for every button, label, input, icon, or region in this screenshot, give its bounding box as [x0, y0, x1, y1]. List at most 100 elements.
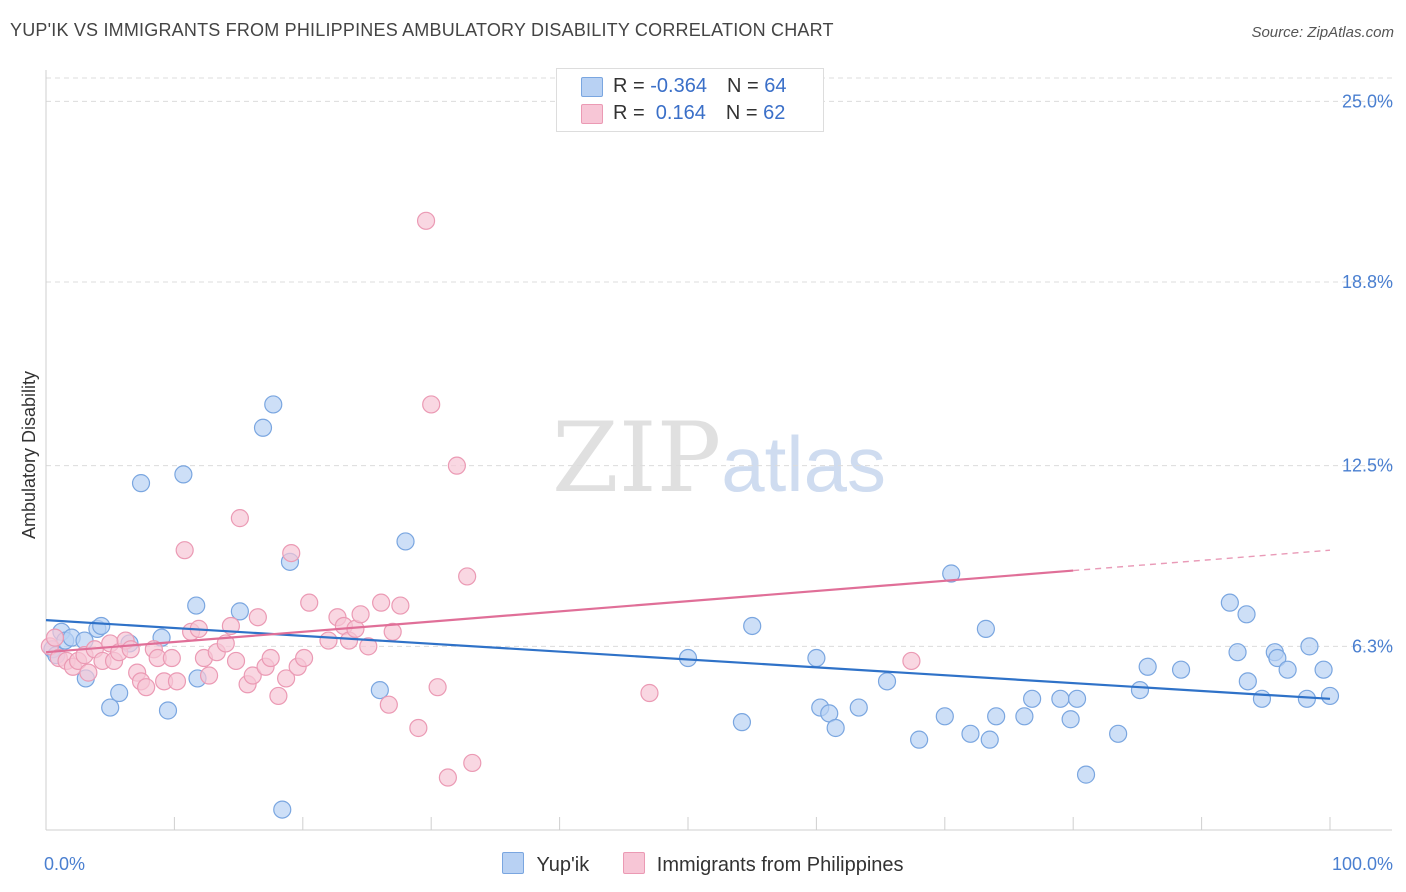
philippines-point: [391, 596, 410, 615]
yupik-point: [826, 718, 845, 738]
y-tick-label: 25.0%: [1342, 91, 1393, 111]
yupik-point: [732, 713, 752, 732]
philippines-point: [79, 663, 98, 682]
yupik-point: [1268, 648, 1287, 668]
legend-row-yupik: R = -0.364 N = 64: [581, 75, 786, 99]
philippines-point: [300, 593, 319, 612]
chart-title: YUP'IK VS IMMIGRANTS FROM PHILIPPINES AM…: [10, 20, 834, 40]
philippines-point: [902, 651, 921, 671]
y-tick-label: 12.5%: [1342, 456, 1393, 476]
philippines-point: [137, 678, 156, 697]
yupik-point: [370, 680, 389, 700]
legend: R = -0.364 N = 64 R = 0.164 N = 62: [556, 68, 824, 132]
yupik-point: [961, 724, 980, 743]
philippines-point: [428, 678, 447, 697]
x-tick-labels: 0.0% 100.0%: [44, 854, 1393, 874]
yupik-point: [1320, 686, 1340, 706]
philippines-point: [409, 718, 428, 738]
yupik-point: [987, 707, 1006, 726]
philippines-point: [199, 666, 219, 685]
philippines-trend-line: [45, 569, 1074, 654]
yupik-point: [1138, 657, 1157, 676]
philippines-point: [372, 593, 391, 612]
philippines-point: [379, 695, 398, 714]
yupik-point: [1076, 765, 1096, 784]
series-legend: Yup'ik Immigrants from Philippines: [0, 852, 1406, 877]
yupik-point: [976, 619, 995, 638]
yupik-point: [1252, 689, 1272, 708]
philippines-point: [458, 567, 477, 586]
legend-row-philippines: R = 0.164 N = 62: [581, 102, 785, 126]
legend-swatch-pink: [581, 103, 603, 124]
yupik-point: [101, 698, 120, 717]
philippines-point: [438, 768, 457, 787]
philippines-point: [248, 608, 267, 627]
yupik-trend-line: [45, 619, 1331, 700]
yupik-point: [131, 474, 151, 493]
yupik-point: [264, 395, 283, 414]
yupik-point: [110, 683, 129, 703]
philippines-point: [167, 672, 187, 691]
philippines-point: [261, 648, 280, 668]
yupik-point: [396, 532, 415, 551]
yupik-point: [230, 602, 249, 621]
yupik-point: [92, 616, 111, 636]
philippines-point: [226, 651, 246, 671]
grid-lines: [46, 77, 1392, 647]
yupik-point: [849, 698, 868, 717]
yupik-point: [1278, 660, 1297, 679]
yupik-point: [1300, 637, 1319, 656]
philippines-point: [463, 753, 482, 773]
data-points: [40, 211, 1340, 819]
philippines-point: [45, 628, 65, 647]
y-tick-label: 6.3%: [1352, 636, 1393, 656]
yupik-point: [1015, 707, 1034, 726]
trend-lines: [45, 549, 1331, 700]
philippines-point: [269, 686, 288, 706]
yupik-point: [1051, 689, 1070, 708]
y-axis-label: Ambulatory Disability: [19, 371, 39, 539]
yupik-point: [910, 730, 929, 749]
yupik-point: [253, 418, 273, 437]
philippines-point: [121, 640, 140, 659]
yupik-point: [980, 730, 999, 749]
yupik-point: [158, 701, 178, 720]
philippines-point: [319, 631, 338, 650]
philippines-point: [243, 666, 262, 685]
yupik-point: [807, 648, 826, 668]
axes: [45, 70, 1392, 831]
yupik-point: [877, 672, 897, 691]
yupik-point: [1023, 689, 1042, 708]
series-legend-yupik: Yup'ik: [502, 852, 589, 877]
philippines-point: [640, 683, 659, 703]
legend-r-label: R =: [613, 75, 651, 97]
series-swatch-pink: [622, 852, 645, 874]
yupik-point: [1238, 672, 1257, 691]
yupik-point: [273, 800, 292, 819]
watermark-atlas: atlas: [721, 420, 886, 508]
yupik-point: [1237, 605, 1256, 624]
philippines-trend-extension: [1073, 549, 1331, 572]
philippines-point: [351, 605, 370, 624]
philippines-point: [230, 509, 249, 528]
legend-n-value: 64: [764, 75, 787, 97]
yupik-point: [1130, 680, 1150, 700]
series-name-philippines: Immigrants from Philippines: [656, 854, 904, 876]
yupik-point: [1171, 660, 1191, 679]
legend-n-label: N =: [726, 75, 765, 97]
philippines-point: [294, 648, 314, 668]
yupik-point: [942, 564, 961, 583]
philippines-point: [447, 456, 466, 475]
watermark: ZIPatlas: [552, 402, 886, 514]
legend-r-value: 0.164: [650, 102, 706, 124]
yupik-point: [1220, 593, 1239, 612]
legend-r-label: R =: [613, 102, 651, 124]
philippines-point: [162, 648, 181, 668]
yupik-point: [1109, 724, 1128, 743]
legend-r-value: -0.364: [650, 75, 707, 97]
yupik-point: [1061, 710, 1080, 729]
philippines-point: [416, 211, 436, 230]
x-tick-label-min: 0.0%: [44, 854, 85, 874]
y-tick-labels: 6.3% 12.5% 18.8% 25.0%: [1342, 91, 1393, 656]
